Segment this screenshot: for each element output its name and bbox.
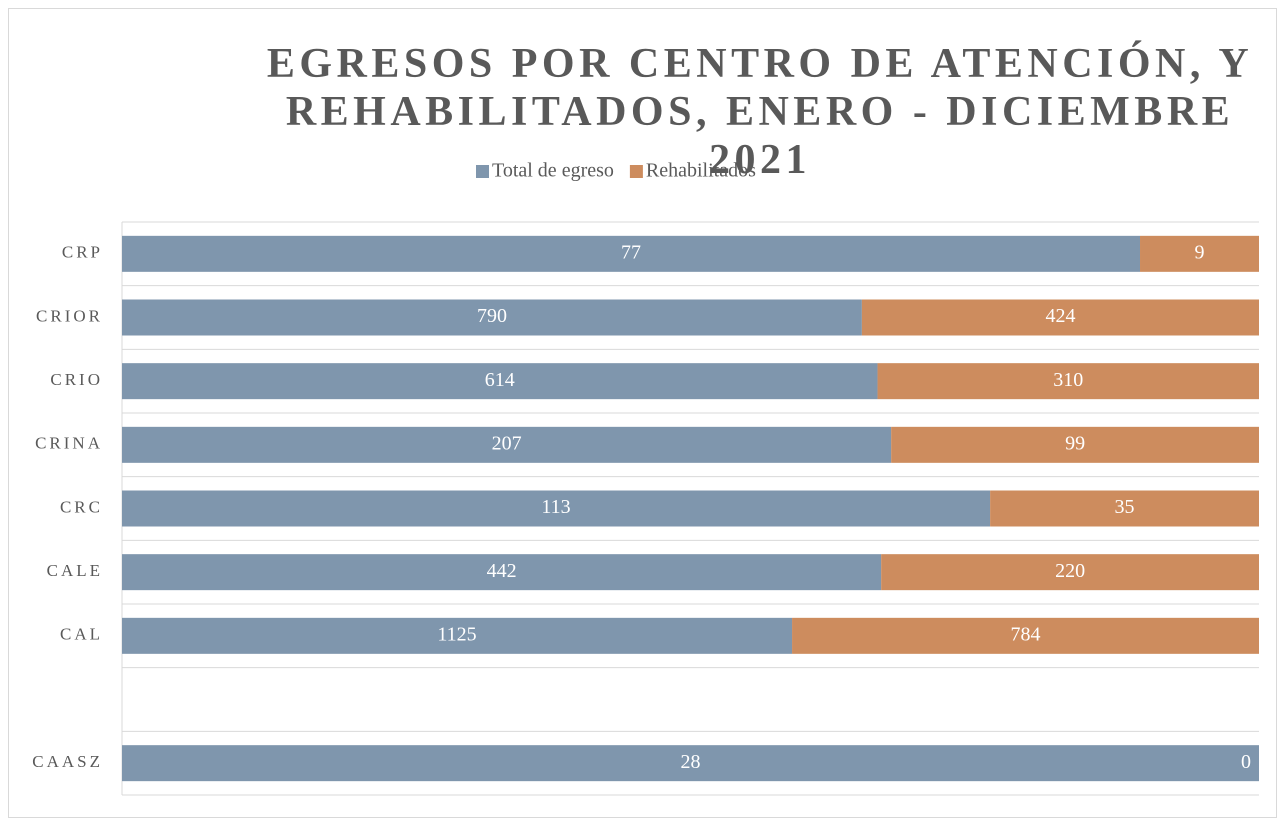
data-label: 424 [1045,305,1075,327]
legend-swatch [629,165,643,178]
y-tick-label: CRP [62,243,103,262]
bar-segment [122,363,878,400]
data-label: 113 [541,496,570,518]
data-label: 790 [477,305,507,327]
legend-label: Total de egreso [492,160,614,182]
bar-segment [122,299,862,336]
data-label: 0 [1241,751,1251,773]
data-label: 35 [1115,496,1135,518]
legend-swatch [476,165,489,178]
bar-segment [122,490,991,527]
bar-segment [122,426,892,463]
data-label: 1125 [437,623,476,645]
y-tick-label: CALE [47,561,103,580]
y-tick-label: CRIO [50,370,103,389]
bar-segment [861,299,1259,336]
bar-segment [877,363,1259,400]
y-tick-label: CRC [60,497,103,516]
bar-segment [1140,235,1259,272]
bar-segment [122,554,882,591]
data-label: 207 [492,432,522,454]
data-label: 9 [1195,241,1205,263]
bar-segment [122,235,1141,272]
legend-label: Rehabilitados [646,160,756,182]
y-tick-label: CAL [60,625,103,644]
data-label: 442 [487,560,517,582]
data-label: 614 [485,369,515,391]
chart-title: EGRESOS POR CENTRO DE ATENCIÓN, Y REHABI… [266,41,1254,183]
y-tick-label: CRIOR [36,306,103,325]
bar-segment [881,554,1259,591]
bar-segment [990,490,1259,527]
data-label: 784 [1011,623,1041,645]
bar-segment [122,617,793,654]
data-label: 310 [1053,369,1083,391]
data-label: 77 [621,241,641,263]
data-label: 220 [1055,560,1085,582]
data-label: 99 [1065,432,1085,454]
bar-segment [792,617,1259,654]
bar-segment [891,426,1259,463]
y-tick-label: CAASZ [32,752,103,771]
y-tick-label: CRINA [35,434,103,453]
chart-border [8,8,1277,818]
bar-segment [122,745,1259,782]
data-label: 28 [681,751,701,773]
